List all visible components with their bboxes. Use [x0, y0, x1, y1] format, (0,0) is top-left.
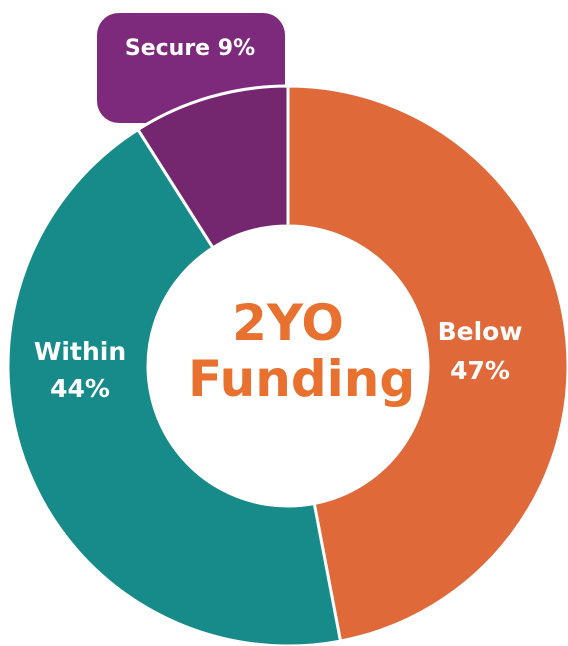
donut-segment [6, 127, 343, 646]
category-label: Secure [125, 36, 210, 61]
category-label: Below [438, 317, 523, 346]
value-label: 44% [50, 374, 110, 403]
value-label: 47% [450, 356, 510, 385]
category-label: Within [34, 337, 126, 366]
donut-segment [286, 84, 568, 643]
donut-segment [135, 84, 290, 250]
tab-label: Secure 9% [125, 36, 255, 61]
donut-hole [149, 227, 427, 505]
value-label: 9% [218, 36, 255, 61]
chart-title: 2YO Funding [188, 294, 416, 408]
